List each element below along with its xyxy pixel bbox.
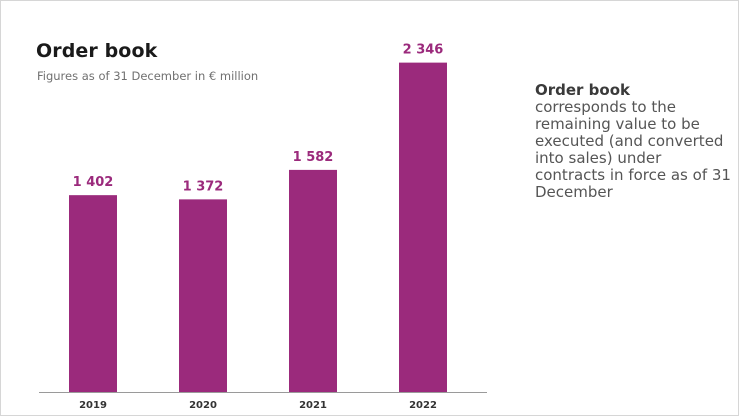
bar-2022 <box>399 62 447 392</box>
chart-subtitle: Figures as of 31 December in € million <box>37 69 259 83</box>
value-label-2021: 1 582 <box>293 150 334 165</box>
bar-2019 <box>69 195 117 392</box>
value-label-2022: 2 346 <box>403 43 444 58</box>
value-label-2019: 1 402 <box>73 175 114 190</box>
x-tick-label-2019: 2019 <box>79 400 107 411</box>
note-body: corresponds to the remaining value to be… <box>535 98 731 201</box>
bar-2021 <box>289 169 337 392</box>
x-tick-label-2020: 2020 <box>189 400 217 411</box>
definition-note: Order book corresponds to the remaining … <box>535 82 735 201</box>
x-tick-label-2021: 2021 <box>299 400 327 411</box>
note-title: Order book <box>535 81 631 99</box>
chart-title: Order book <box>36 40 158 62</box>
x-tick-label-2022: 2022 <box>409 400 437 411</box>
value-label-2020: 1 372 <box>183 179 224 194</box>
bar-chart: 1 402 2019 1 372 2020 1 582 2021 2 346 2022 <box>39 43 487 411</box>
bar-2020 <box>179 199 227 392</box>
